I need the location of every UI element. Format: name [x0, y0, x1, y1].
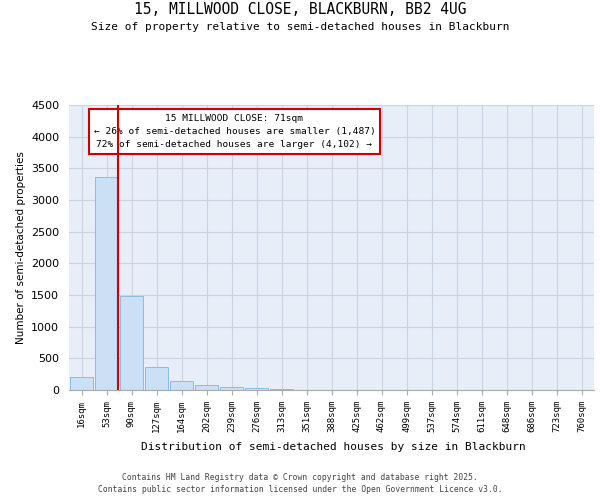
Bar [245, 388, 268, 390]
Bar [145, 367, 169, 390]
Bar [220, 387, 244, 390]
Text: Contains HM Land Registry data © Crown copyright and database right 2025.: Contains HM Land Registry data © Crown c… [122, 472, 478, 482]
Text: Contains public sector information licensed under the Open Government Licence v3: Contains public sector information licen… [98, 485, 502, 494]
Text: Size of property relative to semi-detached houses in Blackburn: Size of property relative to semi-detach… [91, 22, 509, 32]
Bar [194, 385, 218, 390]
Bar [70, 378, 94, 390]
Bar [95, 176, 118, 390]
Bar [119, 296, 143, 390]
Text: Distribution of semi-detached houses by size in Blackburn: Distribution of semi-detached houses by … [140, 442, 526, 452]
Y-axis label: Number of semi-detached properties: Number of semi-detached properties [16, 151, 26, 344]
Bar [170, 381, 193, 390]
Text: 15 MILLWOOD CLOSE: 71sqm
← 26% of semi-detached houses are smaller (1,487)
72% o: 15 MILLWOOD CLOSE: 71sqm ← 26% of semi-d… [94, 114, 375, 149]
Text: 15, MILLWOOD CLOSE, BLACKBURN, BB2 4UG: 15, MILLWOOD CLOSE, BLACKBURN, BB2 4UG [134, 2, 466, 18]
